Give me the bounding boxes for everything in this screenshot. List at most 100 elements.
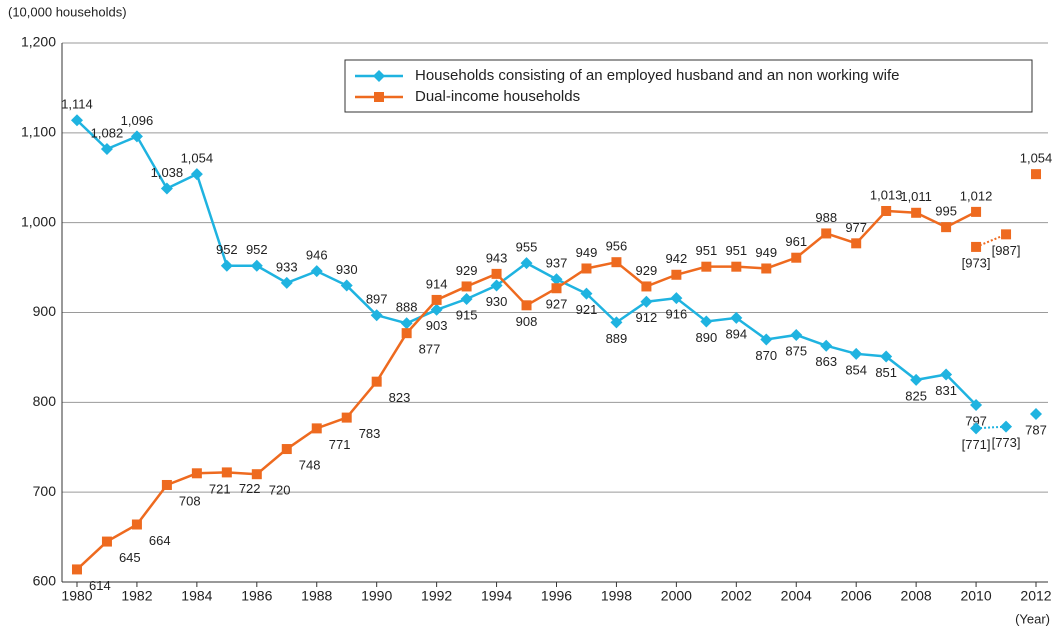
data-point [220, 259, 233, 272]
data-label: 914 [426, 276, 448, 291]
data-point [821, 228, 832, 239]
data-label: 1,054 [1020, 151, 1053, 166]
data-label: 929 [456, 263, 478, 278]
x-tick-label: 2012 [1020, 588, 1051, 604]
data-label: 916 [666, 307, 688, 322]
data-label: [771] [962, 437, 991, 452]
data-point [370, 309, 383, 322]
data-label: 894 [725, 326, 747, 341]
y-axis-title: (10,000 households) [8, 4, 127, 19]
data-point [311, 423, 322, 434]
legend-marker [374, 92, 384, 102]
data-label: 933 [276, 259, 298, 274]
data-label: 977 [845, 220, 867, 235]
data-label: [973] [962, 255, 991, 270]
data-label: 863 [815, 354, 837, 369]
x-tick-label: 2008 [901, 588, 932, 604]
data-label: 949 [576, 245, 598, 260]
data-point [641, 281, 652, 292]
data-point [280, 276, 293, 289]
data-label: 1,114 [61, 97, 93, 112]
data-label: 937 [546, 256, 568, 271]
data-point [550, 273, 563, 286]
x-tick-label: 1984 [181, 588, 212, 604]
data-point [520, 257, 533, 270]
data-label: 1,013 [870, 187, 903, 202]
data-point [941, 222, 952, 233]
legend-label: Households consisting of an employed hus… [415, 67, 899, 84]
data-label: [987] [992, 243, 1021, 258]
data-point [521, 300, 532, 311]
data-point [730, 311, 743, 324]
data-label: 930 [486, 294, 508, 309]
data-point [611, 257, 622, 268]
y-tick-label: 1,100 [21, 124, 56, 140]
data-point [851, 238, 862, 249]
data-point [1001, 229, 1012, 240]
data-label: 955 [516, 240, 538, 255]
data-point [970, 399, 983, 412]
data-point [761, 263, 772, 274]
data-label: 908 [516, 314, 538, 329]
y-tick-label: 1,000 [21, 213, 56, 229]
data-label: 823 [389, 390, 411, 405]
data-point [580, 287, 593, 300]
data-label: 946 [306, 248, 328, 263]
data-point [400, 317, 413, 330]
data-point [971, 241, 982, 252]
data-label: 889 [606, 331, 628, 346]
data-label: 951 [725, 243, 747, 258]
data-label: 921 [576, 302, 598, 317]
data-label: 890 [695, 330, 717, 345]
data-point [340, 279, 353, 292]
data-point [760, 333, 773, 346]
x-tick-label: 1994 [481, 588, 512, 604]
data-point [881, 205, 892, 216]
x-tick-label: 1986 [241, 588, 272, 604]
x-tick-label: 2000 [661, 588, 692, 604]
data-point [100, 143, 113, 156]
data-point [70, 114, 83, 127]
x-tick-label: 1982 [121, 588, 152, 604]
data-label: 952 [216, 242, 238, 257]
data-label: 929 [636, 263, 658, 278]
data-point [1000, 420, 1013, 433]
y-tick-label: 800 [33, 393, 57, 409]
data-label: 912 [636, 310, 658, 325]
data-label: 722 [239, 481, 261, 496]
data-label: 783 [359, 426, 381, 441]
x-tick-label: 2006 [841, 588, 872, 604]
data-point [910, 373, 923, 386]
data-point [191, 468, 202, 479]
data-point [401, 328, 412, 339]
data-label: 831 [935, 383, 957, 398]
data-point [160, 182, 173, 195]
data-label: 721 [209, 482, 231, 497]
data-label: 787 [1025, 422, 1047, 437]
x-tick-label: 2004 [781, 588, 812, 604]
data-label: 949 [755, 245, 777, 260]
data-point [430, 303, 443, 316]
data-point [250, 259, 263, 272]
data-label: 1,012 [960, 188, 993, 203]
data-point [701, 261, 712, 272]
x-tick-label: 1996 [541, 588, 572, 604]
legend-label: Dual-income households [415, 88, 580, 105]
data-label: 956 [606, 239, 628, 254]
data-point [221, 467, 232, 478]
data-label: 903 [426, 318, 448, 333]
data-label: 1,096 [121, 113, 154, 128]
data-point [371, 376, 382, 387]
data-label: 875 [785, 343, 807, 358]
data-point [1031, 169, 1042, 180]
data-point [700, 315, 713, 328]
y-tick-label: 1,200 [21, 34, 56, 50]
x-tick-label: 2010 [960, 588, 991, 604]
data-point [581, 263, 592, 274]
data-point [461, 281, 472, 292]
data-point [850, 347, 863, 360]
data-label: 1,054 [181, 151, 214, 166]
data-point [911, 207, 922, 218]
data-point [731, 261, 742, 272]
